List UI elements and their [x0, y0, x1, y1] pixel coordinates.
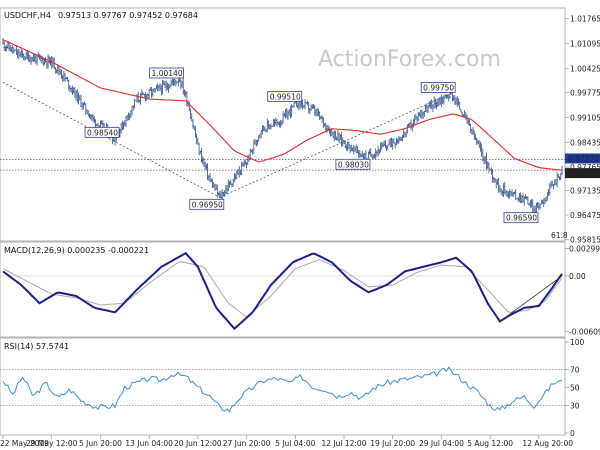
rsi-y-tick-label: 70	[570, 365, 580, 374]
price-panel-frame	[0, 7, 566, 242]
price-y-tick-label: 0.97765	[570, 163, 600, 172]
macd-y-tick-label: -0.006097	[569, 327, 600, 336]
price-y-tick-label: 1.00425	[570, 64, 600, 73]
price-callout-text: 0.96950	[192, 200, 223, 209]
price-callout: 0.99750	[420, 82, 456, 93]
price-callout-box	[503, 212, 539, 224]
price-callout-text: 0.98540	[87, 128, 118, 137]
price-y-tick-label: 0.97135	[570, 186, 600, 195]
price-callout-text: 0.99510	[270, 92, 301, 101]
macd-panel: 0.002998 0.00 -0.006097 MACD(12,26,9) 0.00…	[0, 241, 600, 338]
trendline	[2, 81, 220, 198]
x-tick-label: 29 May 12:00	[26, 439, 78, 448]
price-callout-box	[189, 198, 225, 210]
watermark: ActionForex.com	[318, 47, 501, 72]
price-callout: 1.00140	[149, 67, 184, 79]
price-callout: 0.98540	[84, 126, 120, 138]
price-callout-box	[267, 90, 303, 102]
x-tick-label: 22 May 2019	[0, 439, 49, 448]
price-current-labels: 0.97970 0.97684	[565, 153, 600, 179]
x-tick-label: 5 Aug 12:00	[467, 439, 513, 448]
rsi-y-tick-label: 0	[570, 429, 575, 438]
price-y-tick-label: 0.99105	[570, 113, 600, 122]
price-callout-box	[149, 67, 184, 79]
x-tick-label: 29 Jul 04:00	[419, 439, 464, 448]
macd-y-tick-label: 0.002998	[569, 245, 600, 254]
rsi-y-tick-label: 30	[570, 402, 580, 411]
price-title: USDCHF,H4	[4, 11, 51, 20]
price-callout-labels: 1.00140 0.98540 0.96950 0.99510 0.98030 0.997…	[84, 67, 539, 224]
macd-trendline	[499, 275, 563, 322]
price-callout-text: 0.99750	[423, 83, 454, 92]
ohlc-readout: 0.97513 0.97767 0.97452 0.97684	[58, 11, 198, 20]
macd-signal-line	[2, 259, 563, 318]
macd-y-tick-label: 0.00	[569, 272, 586, 281]
macd-panel-frame	[0, 241, 566, 338]
price-y-tick-label: 0.95815	[570, 235, 600, 244]
current-price-label: 0.97970	[568, 155, 599, 164]
price-callout-text: 1.00140	[152, 69, 183, 78]
x-tick-label: 5 Jul 04:00	[275, 439, 315, 448]
current-price-label-bg	[565, 153, 600, 164]
x-tick-label: 12 Jul 12:00	[322, 439, 367, 448]
current-price-label-bg	[565, 168, 600, 179]
rsi-line	[2, 366, 562, 413]
price-y-tick-label: 1.01095	[570, 40, 600, 49]
price-horizontal-levels	[0, 159, 565, 171]
price-callout-text: 0.96590	[506, 214, 537, 223]
price-y-tick-label: 0.98435	[570, 138, 600, 147]
price-y-tick-label: 0.99775	[570, 89, 600, 98]
rsi-panel-frame	[0, 337, 566, 436]
x-tick-label: 19 Jul 20:00	[370, 439, 415, 448]
rsi-y-tick-label: 100	[570, 338, 585, 347]
x-tick-label: 20 Jun 12:00	[174, 439, 222, 448]
rsi-y-axis: 100 70 50 30 0	[565, 338, 585, 438]
rsi-level-lines	[0, 368, 565, 407]
price-y-tick-label: 0.96475	[570, 211, 600, 220]
price-y-axis: 1.01765 1.01095 1.00425 0.99775 0.99105 0.984…	[565, 15, 600, 244]
price-panel: ActionForex.com 1.00140 0.98540 0.96950 0.9…	[0, 7, 600, 244]
price-callout: 0.99510	[267, 90, 303, 102]
price-callout: 0.96590	[503, 212, 539, 224]
moving-average-line	[2, 39, 563, 171]
price-trendlines	[2, 81, 452, 198]
price-y-tick-label: 1.01765	[570, 15, 600, 24]
ohlc-bar	[561, 165, 563, 176]
x-tick-label: 5 Jun 20:00	[79, 439, 122, 448]
rsi-panel: 100 70 50 30 0 RSI(14) 57.5741	[0, 337, 585, 438]
price-callout-box	[335, 158, 371, 170]
price-callout-box	[84, 126, 120, 138]
price-callout: 0.98030	[335, 158, 371, 170]
rsi-title: RSI(14) 57.5741	[4, 342, 69, 351]
price-callout: 0.96950	[189, 198, 225, 210]
fib-label: 61.8	[551, 231, 568, 240]
macd-title: MACD(12,26,9) 0.000235 -0.000221	[4, 246, 149, 255]
macd-y-axis: 0.002998 0.00 -0.006097	[565, 245, 600, 336]
price-bars	[2, 38, 563, 217]
price-callout-text: 0.98030	[338, 160, 369, 169]
rsi-y-tick-label: 50	[570, 384, 580, 393]
macd-line	[2, 251, 563, 331]
current-price-label: 0.97684	[568, 169, 599, 178]
x-tick-label: 13 Jun 04:00	[125, 439, 173, 448]
x-tick-label: 12 Aug 20:00	[522, 439, 573, 448]
x-tick-label: 27 Jun 20:00	[223, 439, 271, 448]
price-callout-box	[420, 82, 456, 93]
